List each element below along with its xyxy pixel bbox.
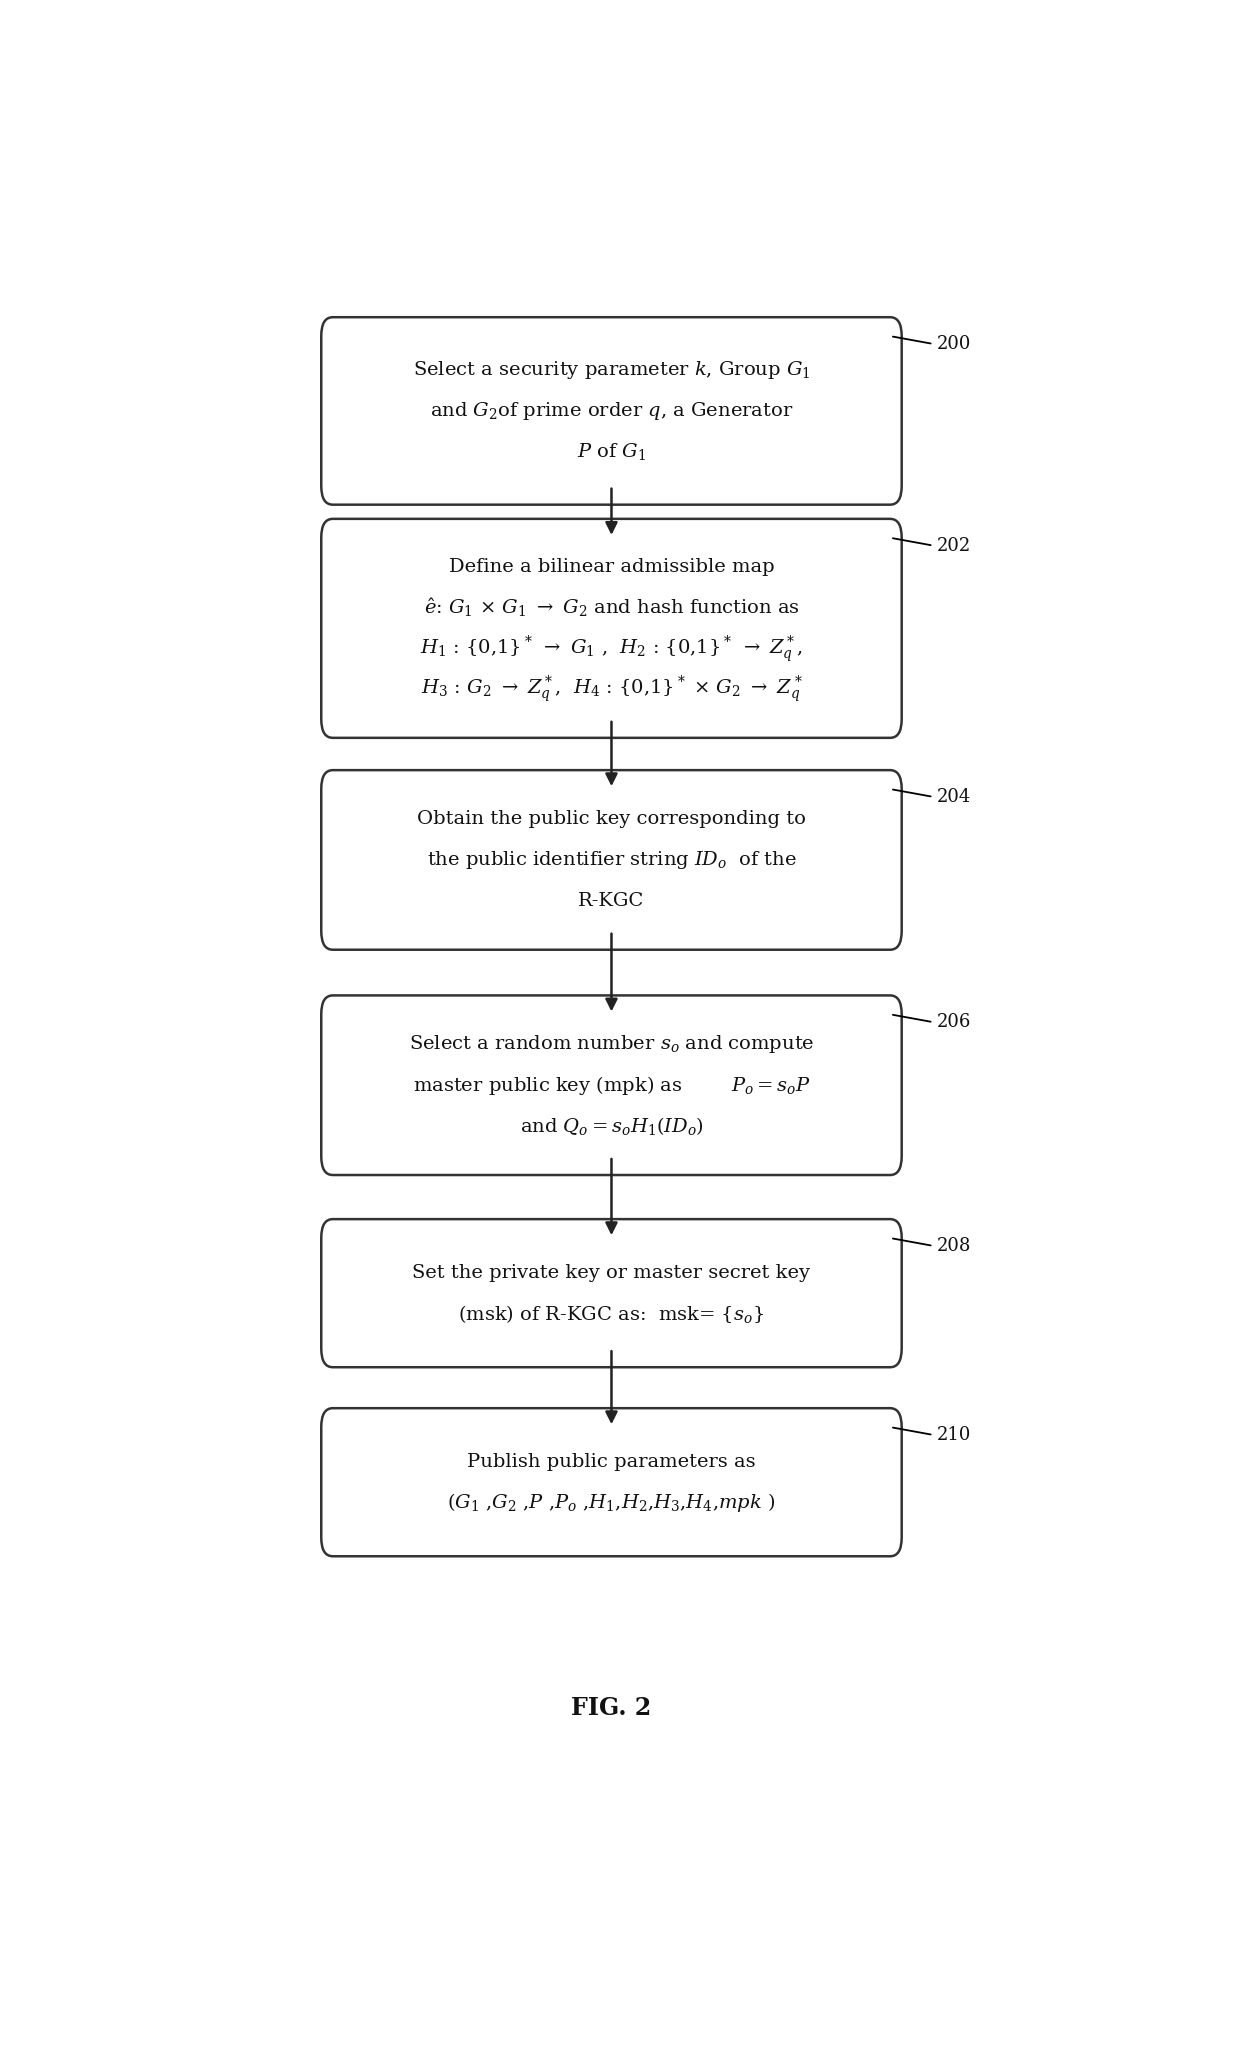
FancyBboxPatch shape [321, 996, 901, 1174]
Text: 208: 208 [937, 1238, 972, 1254]
Text: and $G_2$of prime order $q$, a Generator: and $G_2$of prime order $q$, a Generator [430, 399, 794, 421]
Text: ($G_1$ ,$G_2$ ,$P$ ,$P_o$ ,$H_1$,$H_2$,$H_3$,$H_4$,$mpk$ ): ($G_1$ ,$G_2$ ,$P$ ,$P_o$ ,$H_1$,$H_2$,$… [448, 1492, 775, 1514]
Text: Select a random number $s_o$ and compute: Select a random number $s_o$ and compute [409, 1033, 815, 1056]
Text: 202: 202 [937, 536, 971, 554]
FancyBboxPatch shape [321, 769, 901, 949]
Text: and $Q_o = s_oH_1(ID_o)$: and $Q_o = s_oH_1(ID_o)$ [520, 1115, 703, 1138]
Text: $H_3$ : $G_2$ $\rightarrow$ $Z_q^*$,  $H_4$ : {0,1}$^*$ $\times$ $G_2$ $\rightar: $H_3$ : $G_2$ $\rightarrow$ $Z_q^*$, $H_… [420, 673, 802, 706]
Text: Obtain the public key corresponding to: Obtain the public key corresponding to [417, 810, 806, 829]
Text: 204: 204 [937, 788, 971, 806]
Text: Set the private key or master secret key: Set the private key or master secret key [413, 1264, 811, 1281]
Text: FIG. 2: FIG. 2 [572, 1696, 651, 1719]
Text: R-KGC: R-KGC [578, 892, 645, 910]
Text: $H_1$ : {0,1}$^*$ $\rightarrow$ $G_1$ ,  $H_2$ : {0,1}$^*$ $\rightarrow$ $Z_q^*$: $H_1$ : {0,1}$^*$ $\rightarrow$ $G_1$ , … [420, 632, 804, 665]
FancyBboxPatch shape [321, 317, 901, 505]
Text: $P$ of $G_1$: $P$ of $G_1$ [577, 442, 646, 462]
Text: the public identifier string $ID_o$  of the: the public identifier string $ID_o$ of t… [427, 849, 796, 872]
FancyBboxPatch shape [321, 1408, 901, 1557]
Text: Define a bilinear admissible map: Define a bilinear admissible map [449, 559, 774, 575]
FancyBboxPatch shape [321, 1219, 901, 1367]
Text: master public key (mpk) as        $P_o = s_oP$: master public key (mpk) as $P_o = s_oP$ [413, 1074, 811, 1097]
Text: $\hat{e}$: $G_1$ $\times$ $G_1$ $\rightarrow$ $G_2$ and hash function as: $\hat{e}$: $G_1$ $\times$ $G_1$ $\righta… [424, 595, 800, 620]
Text: 200: 200 [937, 336, 972, 354]
Text: 206: 206 [937, 1013, 972, 1031]
Text: Publish public parameters as: Publish public parameters as [467, 1453, 756, 1471]
Text: Select a security parameter $k$, Group $G_1$: Select a security parameter $k$, Group $… [413, 358, 810, 381]
FancyBboxPatch shape [321, 520, 901, 739]
Text: (msk) of R-KGC as:  msk= {$s_o$}: (msk) of R-KGC as: msk= {$s_o$} [459, 1303, 764, 1324]
Text: 210: 210 [937, 1426, 972, 1444]
